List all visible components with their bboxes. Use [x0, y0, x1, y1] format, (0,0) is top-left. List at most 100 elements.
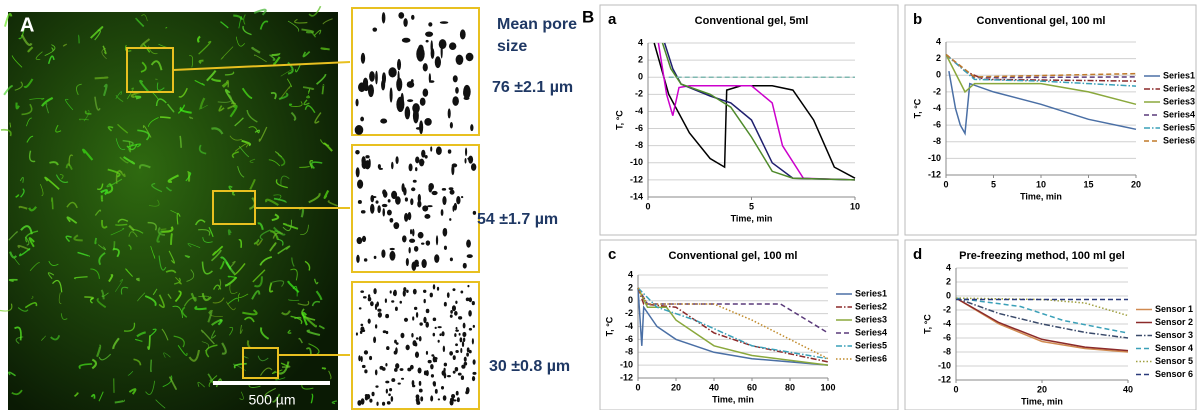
fiber [19, 176, 24, 183]
pore-wall [432, 284, 436, 290]
pore-wall [394, 306, 398, 311]
fiber [170, 209, 178, 214]
x-tick-label: 0 [943, 179, 948, 189]
pore-wall [356, 237, 363, 245]
pore-wall [462, 331, 467, 338]
fiber [40, 184, 44, 196]
fiber [152, 288, 158, 295]
fiber [94, 76, 109, 80]
pore-wall [452, 96, 459, 106]
fiber [211, 319, 223, 326]
pore-wall [380, 118, 388, 124]
pore-wall [360, 355, 363, 363]
pore-heading: Mean pore size [497, 16, 578, 55]
pore-wall [361, 364, 366, 369]
pore-wall [423, 289, 427, 293]
pore-wall [458, 316, 463, 320]
pore-wall [468, 310, 472, 317]
pore-wall [355, 149, 360, 155]
fiber [18, 26, 26, 40]
fiber [151, 182, 163, 193]
fiber [102, 83, 108, 97]
pore-wall [467, 284, 470, 288]
fiber [128, 388, 137, 395]
legend-label: Series5 [855, 340, 887, 350]
pore-wall [429, 292, 433, 298]
fiber [253, 8, 267, 16]
pore-wall [441, 331, 445, 337]
pore-wall [382, 330, 387, 334]
fiber [9, 251, 18, 259]
pore-wall [440, 209, 444, 216]
pore-images [351, 7, 480, 410]
fiber [98, 391, 104, 402]
series-line [955, 297, 1129, 352]
pore-wall [393, 289, 397, 297]
pore-wall [452, 288, 456, 292]
fiber [302, 86, 315, 90]
fiber [202, 237, 213, 243]
fiber [26, 135, 34, 143]
pore-wall [410, 198, 414, 206]
pore-wall [449, 257, 453, 262]
fiber [217, 94, 233, 103]
pore-wall [387, 199, 391, 203]
pore-wall [404, 106, 411, 120]
pore-wall [449, 314, 453, 318]
fiber [217, 278, 222, 291]
pore-wall [437, 339, 440, 343]
pore-wall [422, 63, 428, 72]
fiber [301, 384, 314, 390]
fiber [320, 47, 330, 51]
fiber [45, 103, 50, 114]
fiber [41, 96, 54, 107]
x-tick-label: 20 [1037, 384, 1047, 394]
pore-wall [416, 46, 425, 62]
fiber [277, 238, 284, 246]
fiber [218, 105, 225, 112]
pore-wall [413, 306, 418, 311]
pore-wall [397, 382, 401, 385]
fiber [162, 375, 173, 388]
pore-wall [432, 332, 436, 337]
pore-wall [358, 307, 362, 310]
pore-wall [454, 366, 459, 372]
pore-wall [389, 250, 396, 261]
pore-wall [412, 288, 417, 295]
pore-wall [428, 22, 433, 27]
pore-wall [451, 305, 456, 312]
fiber [270, 230, 279, 241]
pore-wall [411, 333, 414, 338]
pore-wall [436, 286, 440, 291]
pore-wall [391, 300, 395, 303]
pore-wall [394, 368, 398, 372]
fiber [178, 87, 188, 98]
y-tick-label: 4 [628, 269, 633, 279]
legend-label: Series5 [1163, 122, 1195, 132]
legend-label: Sensor 2 [1155, 317, 1193, 327]
pore-wall [357, 400, 362, 406]
pore-wall [458, 332, 461, 336]
pore-wall [411, 187, 416, 192]
fiber [149, 328, 157, 337]
pore-wall [415, 396, 420, 403]
pore-wall [371, 391, 375, 397]
fiber [259, 256, 273, 266]
pore-wall [412, 108, 419, 124]
pore-wall [419, 120, 424, 135]
fiber [310, 393, 314, 404]
pore-wall [455, 300, 458, 305]
fiber [13, 257, 20, 266]
fiber [301, 28, 315, 34]
fiber [251, 290, 261, 300]
pore-wall [422, 88, 429, 97]
y-tick-label: -4 [625, 321, 633, 331]
fiber [264, 387, 276, 399]
pore-wall [409, 229, 413, 235]
series-line [653, 42, 856, 179]
fiber [237, 293, 249, 299]
fiber [249, 178, 256, 190]
series-line [955, 297, 1129, 353]
fiber [65, 235, 72, 243]
fiber [156, 230, 163, 243]
